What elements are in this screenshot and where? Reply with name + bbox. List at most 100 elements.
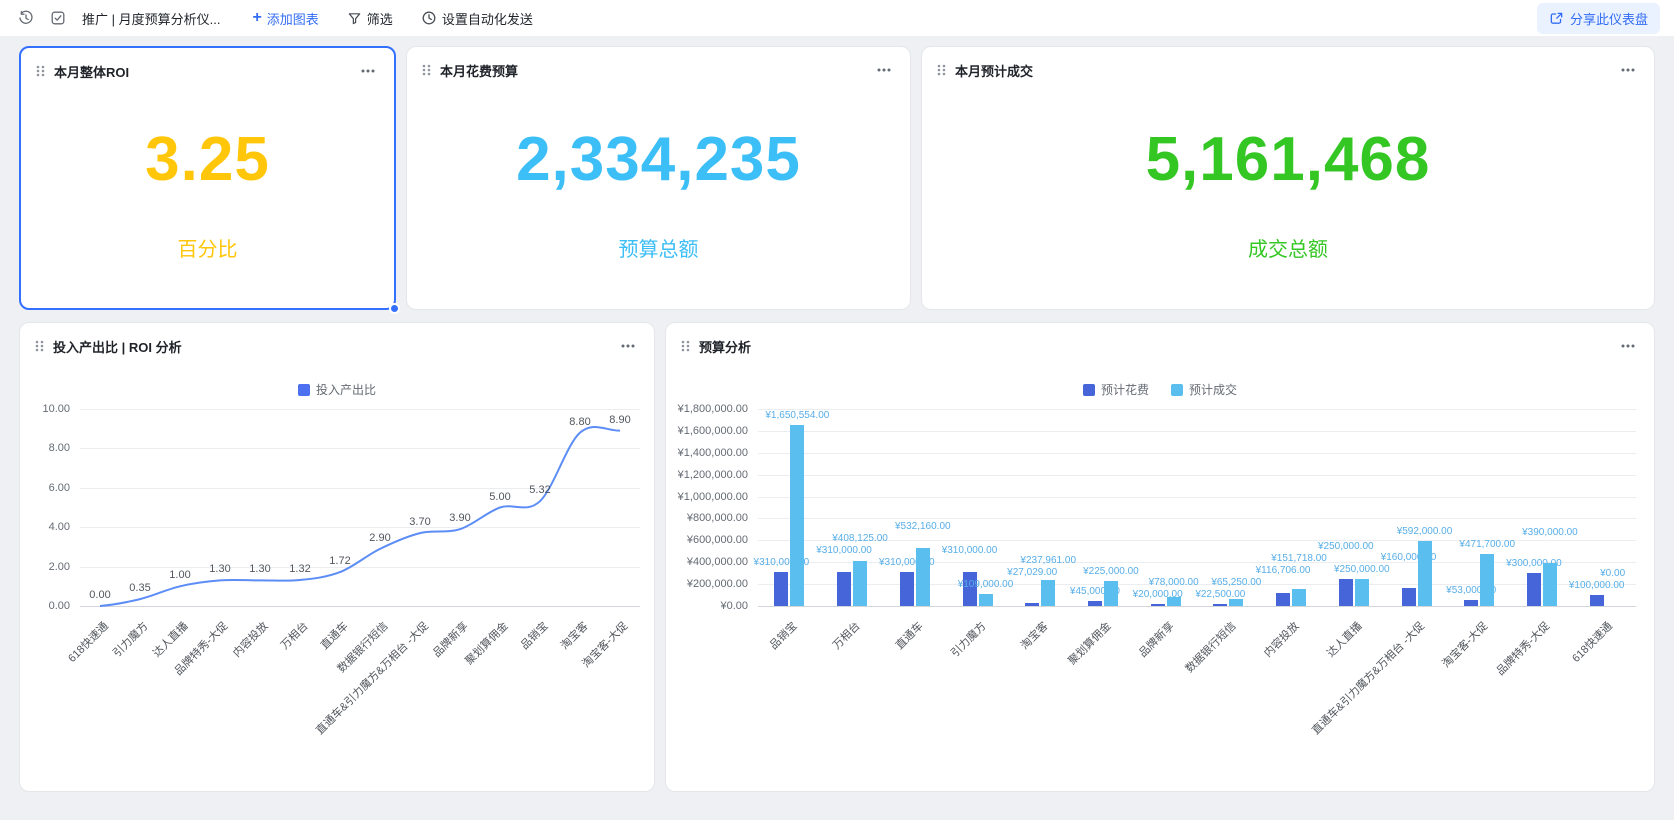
dashboard-page: 推广 | 月度预算分析仪... + 添加图表 筛选 设置自动化发送 分享此仪表盘 xyxy=(0,0,1674,792)
legend-swatch-icon xyxy=(1082,383,1095,396)
bar-forecast-spend[interactable] xyxy=(1150,603,1165,606)
gridline xyxy=(758,452,1636,454)
card-header: 本月花费预算 xyxy=(407,47,910,80)
card-header: 投入产出比 | ROI 分析 xyxy=(20,323,654,356)
bar-value-label: ¥109,000.00 xyxy=(957,579,1014,591)
share-label: 分享此仪表盘 xyxy=(1569,11,1648,27)
point-value-label: 0.35 xyxy=(129,582,151,595)
point-value-label: 2.90 xyxy=(369,531,391,544)
dashboard-title: 推广 | 月度预算分析仪... xyxy=(82,11,221,27)
bar-forecast-gmv[interactable] xyxy=(853,561,868,606)
bar-forecast-spend[interactable] xyxy=(1213,603,1228,606)
bar-forecast-gmv[interactable] xyxy=(1480,554,1495,606)
more-options-button[interactable] xyxy=(358,61,378,81)
roi-analysis-chart-card[interactable]: 投入产出比 | ROI 分析 投入产出比 0.00 2.00 4.00 6.00 8.00… xyxy=(19,322,655,792)
bar-forecast-gmv[interactable] xyxy=(1292,589,1307,606)
bar-forecast-gmv[interactable] xyxy=(915,547,930,606)
bar-forecast-gmv[interactable] xyxy=(790,425,805,606)
bar-value-label: ¥27,029.00 xyxy=(1007,567,1058,579)
x-axis-label: 万相台 xyxy=(830,620,863,652)
x-axis-label: 达人直播 xyxy=(1324,620,1365,660)
y-axis-tick-label: ¥1,800,000.00 xyxy=(677,403,748,415)
bar-forecast-gmv[interactable] xyxy=(978,594,993,606)
kpi-metric-label: 百分比 xyxy=(177,238,238,261)
point-value-label: 3.90 xyxy=(449,512,471,525)
bar-value-label: ¥0.00 xyxy=(1600,568,1626,580)
bar-forecast-spend[interactable] xyxy=(1338,578,1353,606)
automation-send-button[interactable]: 设置自动化发送 xyxy=(411,5,543,32)
schedule-clock-icon xyxy=(422,11,436,25)
filter-button[interactable]: 筛选 xyxy=(337,5,403,32)
top-toolbar: 推广 | 月度预算分析仪... + 添加图表 筛选 设置自动化发送 分享此仪表盘 xyxy=(0,0,1674,36)
refresh-history-button[interactable] xyxy=(14,6,38,30)
bar-forecast-spend[interactable] xyxy=(899,572,914,606)
add-chart-button[interactable]: + 添加图表 xyxy=(242,5,328,32)
ellipsis-icon xyxy=(621,344,635,348)
bar-forecast-spend[interactable] xyxy=(1276,593,1291,606)
bar-value-label: ¥22,500.00 xyxy=(1195,588,1246,600)
gridline xyxy=(758,474,1636,476)
x-axis-label: 引力魔方 xyxy=(948,620,989,660)
bar-forecast-spend[interactable] xyxy=(1464,600,1479,606)
drag-handle-icon[interactable] xyxy=(936,63,947,77)
selection-resize-handle[interactable] xyxy=(389,303,400,314)
bar-forecast-spend[interactable] xyxy=(1589,595,1604,606)
bar-forecast-gmv[interactable] xyxy=(1166,597,1181,606)
ellipsis-icon xyxy=(1621,68,1635,72)
bar-forecast-spend[interactable] xyxy=(962,572,977,606)
card-title: 本月整体ROI xyxy=(54,64,130,80)
legend-item[interactable]: 投入产出比 xyxy=(297,381,376,398)
bar-forecast-gmv[interactable] xyxy=(1542,563,1557,606)
ellipsis-icon xyxy=(1621,344,1635,348)
drag-handle-icon[interactable] xyxy=(35,64,46,78)
checkbox-icon xyxy=(51,11,65,25)
y-axis-tick-label: ¥0.00 xyxy=(720,600,748,612)
bar-forecast-gmv[interactable] xyxy=(1354,578,1369,606)
bar-forecast-gmv[interactable] xyxy=(1041,579,1056,606)
ellipsis-icon xyxy=(361,69,375,73)
gridline xyxy=(758,540,1636,542)
bar-forecast-spend[interactable] xyxy=(1401,588,1416,606)
kpi-card-deals[interactable]: 本月预计成交 5,161,468 成交总额 xyxy=(921,46,1655,310)
drag-handle-icon[interactable] xyxy=(34,339,45,353)
kpi-body: 2,334,235 预算总额 xyxy=(407,81,910,309)
bar-value-label: ¥390,000.00 xyxy=(1522,527,1578,539)
card-header: 本月整体ROI xyxy=(21,48,394,81)
legend-item[interactable]: 预计成交 xyxy=(1171,381,1237,398)
more-options-button[interactable] xyxy=(618,336,638,356)
roi-line-chart: 投入产出比 0.00 2.00 4.00 6.00 8.00 10.00 618快速通 引力魔方… xyxy=(20,363,654,791)
gridline xyxy=(758,518,1636,520)
bar-forecast-spend[interactable] xyxy=(1087,601,1102,606)
kpi-metric-label: 成交总额 xyxy=(1248,238,1328,261)
drag-handle-icon[interactable] xyxy=(680,339,691,353)
more-options-button[interactable] xyxy=(1618,60,1638,80)
plus-icon: + xyxy=(252,9,262,26)
bar-value-label: ¥310,000.00 xyxy=(753,557,810,569)
more-options-button[interactable] xyxy=(874,60,894,80)
card-title: 投入产出比 | ROI 分析 xyxy=(53,339,182,355)
kpi-card-overall-roi[interactable]: 本月整体ROI 3.25 百分比 xyxy=(19,46,400,314)
more-options-button[interactable] xyxy=(1618,336,1638,356)
point-value-label: 1.00 xyxy=(169,569,191,582)
bar-forecast-spend[interactable] xyxy=(774,572,789,606)
bar-forecast-spend[interactable] xyxy=(1025,603,1040,606)
bar-forecast-gmv[interactable] xyxy=(1417,541,1432,606)
multi-select-button[interactable] xyxy=(46,6,70,30)
legend-item[interactable]: 预计花费 xyxy=(1082,381,1149,398)
point-value-label: 0.00 xyxy=(89,589,111,601)
legend-label: 投入产出比 xyxy=(315,383,376,397)
roi-line-series[interactable] xyxy=(20,363,654,791)
toolbar-right-group: 分享此仪表盘 xyxy=(1536,2,1660,34)
budget-analysis-chart-card[interactable]: 预算分析 预计花费 预计成交 ¥0.00 ¥200,000.00 ¥400,000.00… xyxy=(665,322,1655,792)
bar-value-label: ¥408,125.00 xyxy=(832,533,888,545)
share-dashboard-button[interactable]: 分享此仪表盘 xyxy=(1536,2,1660,34)
bar-forecast-gmv[interactable] xyxy=(1103,581,1118,606)
gridline xyxy=(80,409,640,410)
bar-forecast-gmv[interactable] xyxy=(1229,598,1244,606)
kpi-card-budget[interactable]: 本月花费预算 2,334,235 预算总额 xyxy=(406,46,911,310)
bar-value-label: ¥471,700.00 xyxy=(1459,539,1516,551)
x-axis-label: 聚划算佣金 xyxy=(1066,620,1114,668)
bar-forecast-spend[interactable] xyxy=(1526,573,1541,606)
bar-forecast-spend[interactable] xyxy=(837,572,852,606)
drag-handle-icon[interactable] xyxy=(421,63,432,77)
